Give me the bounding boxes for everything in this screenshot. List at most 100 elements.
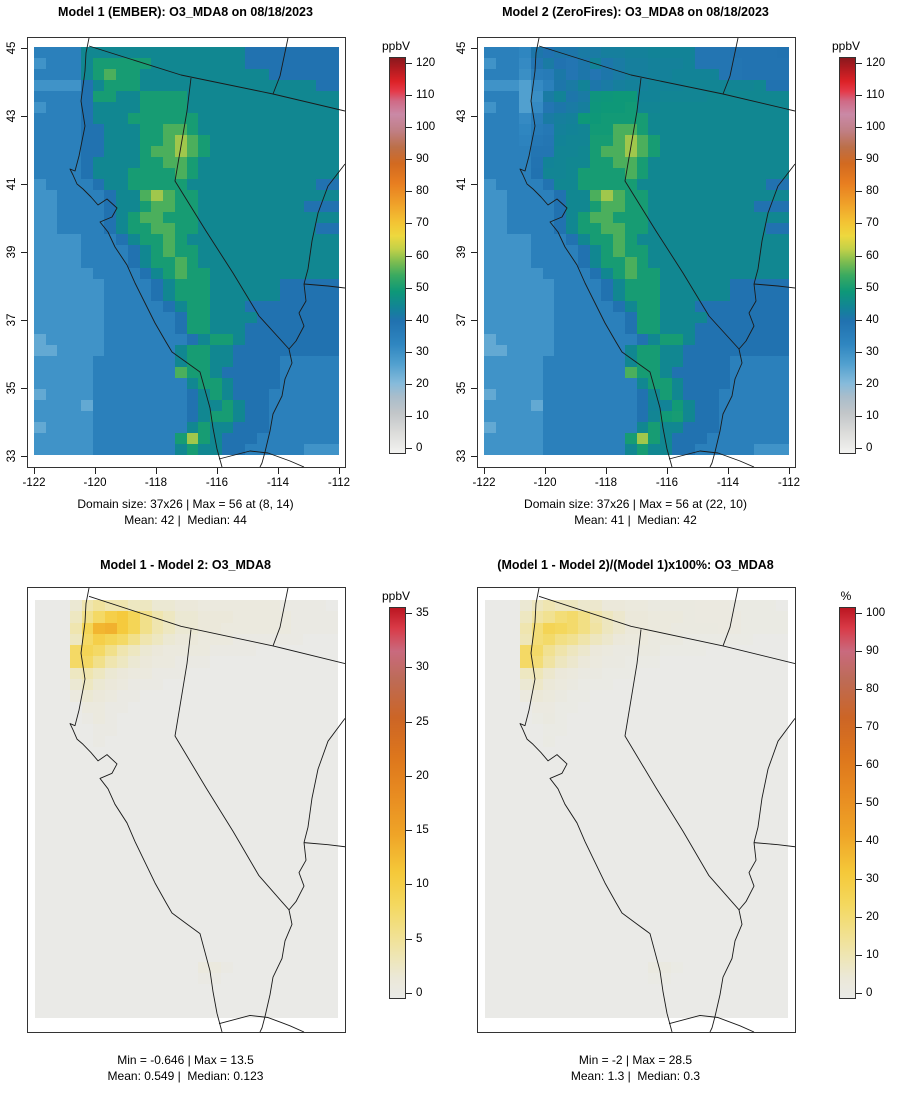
y-axis-tick [471, 116, 477, 117]
colorbar-tick [856, 917, 862, 918]
colorbar-tick-label: 60 [866, 759, 879, 771]
colorbar-tick [856, 993, 862, 994]
map-outline-path [668, 450, 755, 467]
y-axis-tick-label: 43 [456, 109, 468, 123]
y-axis-tick [21, 456, 27, 457]
x-axis-tick [606, 468, 607, 474]
colorbar-diff [389, 607, 406, 999]
y-axis-tick-label: 37 [6, 313, 18, 327]
map-outline-path [303, 718, 345, 843]
state-outlines-model1 [69, 38, 345, 467]
state-outlines-model2 [519, 38, 795, 467]
colorbar-tick-label: 80 [866, 683, 879, 695]
colorbar-tick [406, 993, 412, 994]
stats-line1-diff: Min = -0.646 | Max = 13.5 [117, 1053, 254, 1067]
y-axis-tick-label: 45 [6, 41, 18, 55]
x-axis-tick-label: -120 [533, 477, 557, 489]
colorbar-unit-model2: ppbV [831, 39, 861, 53]
colorbar-tick [406, 884, 412, 886]
colorbar-tick [856, 159, 862, 161]
colorbar-tick-label: 20 [416, 769, 429, 782]
colorbar-tick-label: 40 [866, 313, 879, 326]
colorbar-unit-diff: ppbV [381, 589, 411, 603]
x-axis-tick [484, 468, 485, 474]
map-outline-path [538, 595, 795, 665]
heatmap-canvas-diff [35, 600, 338, 1018]
map-outline-path [753, 842, 795, 848]
x-axis-tick-label: -112 [327, 477, 351, 489]
map-outline-path [303, 163, 345, 285]
map-outline-path [272, 38, 289, 95]
colorbar-tick-label: 30 [416, 345, 429, 358]
colorbar-tick-label: 90 [866, 153, 879, 166]
colorbar-tick-label: 15 [416, 824, 429, 837]
colorbar-unit-pctdiff: % [840, 589, 852, 603]
y-axis-tick [21, 184, 27, 185]
colorbar-tick-label: 5 [416, 932, 423, 945]
colorbar-tick-label: 90 [866, 645, 879, 657]
x-axis-tick-label: -120 [83, 477, 107, 489]
map-outline-path [259, 842, 307, 1032]
map-outline-path [218, 450, 305, 467]
map-outline-path [69, 588, 223, 1032]
x-axis-tick [217, 468, 218, 474]
y-axis-tick [471, 252, 477, 253]
colorbar-model1 [389, 57, 406, 454]
colorbar-tick-label: 60 [416, 249, 429, 262]
colorbar-tick [406, 287, 412, 289]
stats-line2-pctdiff: Mean: 1.3 | Median: 0.3 [570, 1069, 701, 1083]
colorbar-tick [406, 351, 412, 353]
x-axis-tick [667, 468, 668, 474]
colorbar-tick [406, 191, 412, 193]
y-axis-tick-label: 41 [456, 177, 468, 191]
map-outline-path [624, 629, 740, 911]
y-axis-tick [21, 116, 27, 117]
colorbar-tick [856, 448, 862, 449]
x-axis-tick-label: -122 [22, 477, 46, 489]
x-axis-tick-label: -112 [777, 477, 801, 489]
stats-line1-model2: Domain size: 37x26 | Max = 56 at (22, 10… [524, 497, 747, 511]
colorbar-tick-label: 70 [416, 217, 429, 230]
colorbar-tick-label: 0 [866, 442, 873, 454]
y-axis-tick [471, 184, 477, 185]
x-axis-tick-label: -114 [716, 477, 740, 489]
colorbar-tick [406, 127, 412, 129]
colorbar-tick-label: 50 [866, 281, 879, 294]
colorbar-tick-label: 80 [416, 185, 429, 198]
colorbar-tick [856, 651, 862, 652]
colorbar-tick [406, 448, 412, 449]
x-axis-tick-label: -118 [594, 477, 618, 489]
colorbar-tick-label: 70 [866, 217, 879, 230]
map-outline-path [538, 45, 795, 112]
y-axis-tick-label: 43 [6, 109, 18, 123]
colorbar-tick [406, 613, 412, 614]
map-outline-path [722, 588, 739, 647]
stats-line2-model1: Mean: 42 | Median: 44 [124, 513, 247, 527]
colorbar-tick [856, 223, 862, 225]
y-axis-tick [21, 320, 27, 321]
panel-title-pctdiff: (Model 1 - Model 2)/(Model 1)x100%: O3_M… [497, 558, 774, 572]
colorbar-tick-label: 0 [866, 987, 873, 999]
colorbar-tick-label: 60 [866, 249, 879, 262]
colorbar-tick-label: 30 [866, 345, 879, 358]
colorbar-tick [856, 127, 862, 129]
map-outline-path [709, 842, 757, 1032]
y-axis-tick-label: 33 [6, 449, 18, 463]
colorbar-tick [856, 95, 862, 97]
stats-line2-diff: Mean: 0.549 | Median: 0.123 [107, 1069, 264, 1083]
colorbar-tick [856, 955, 862, 956]
map-panel-pctdiff [477, 587, 796, 1033]
colorbar-tick [406, 319, 412, 321]
y-axis-tick-label: 35 [456, 381, 468, 395]
colorbar-tick-label: 10 [866, 409, 879, 422]
map-outline-path [69, 38, 223, 467]
panel-title-model2: Model 2 (ZeroFires): O3_MDA8 on 08/18/20… [502, 5, 769, 19]
panel-title-model1: Model 1 (EMBER): O3_MDA8 on 08/18/2023 [58, 5, 313, 19]
stats-line1-model1: Domain size: 37x26 | Max = 56 at (8, 14) [77, 497, 294, 511]
map-outline-path [174, 77, 290, 350]
colorbar-tick-label: 20 [866, 377, 879, 390]
y-axis-tick [21, 388, 27, 389]
colorbar-pctdiff [839, 607, 856, 999]
x-axis-tick [156, 468, 157, 474]
